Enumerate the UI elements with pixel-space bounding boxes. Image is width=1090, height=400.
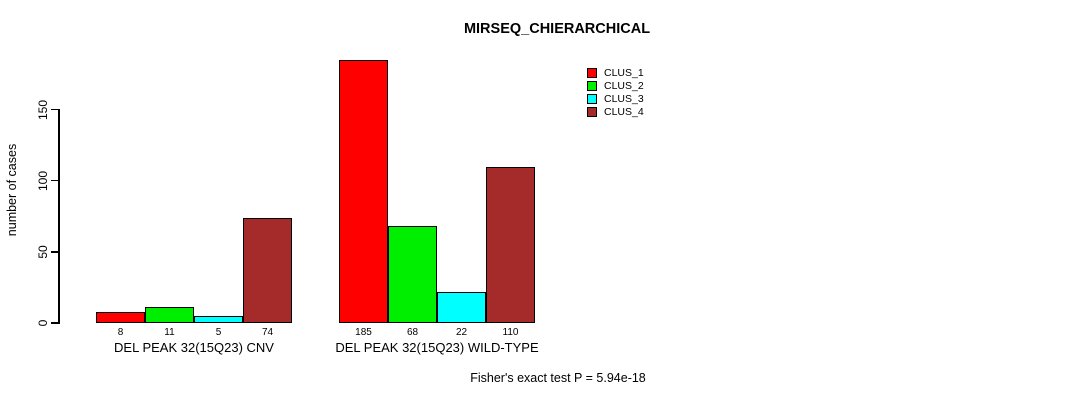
y-axis-label: number of cases: [5, 143, 19, 237]
bar-value-label: 110: [502, 327, 519, 338]
legend-label: CLUS_4: [604, 105, 644, 118]
legend-item-clus_2: CLUS_2: [587, 79, 644, 92]
bar-clus_4-group2: [486, 167, 535, 323]
legend-label: CLUS_3: [604, 92, 644, 105]
y-tick-mark: [51, 108, 58, 111]
bar-value-label: 11: [164, 327, 175, 338]
legend-item-clus_1: CLUS_1: [587, 66, 644, 79]
legend-item-clus_3: CLUS_3: [587, 92, 644, 105]
bar-clus_2-group1: [145, 307, 194, 323]
y-tick-mark: [51, 251, 58, 253]
x-category-label: DEL PEAK 32(15Q23) WILD-TYPE: [335, 340, 539, 355]
legend-item-clus_4: CLUS_4: [587, 105, 644, 118]
bar-value-label: 68: [406, 327, 419, 338]
bar-clus_2-group2: [388, 226, 437, 323]
legend-swatch-icon: [587, 93, 597, 104]
bar-value-label: 8: [117, 327, 124, 338]
bar-clus_4-group1: [243, 218, 292, 323]
y-tick-mark: [51, 179, 58, 182]
y-tick-mark: [51, 322, 58, 324]
fisher-test-footnote: Fisher's exact test P = 5.94e-18: [470, 371, 646, 385]
x-category-label: DEL PEAK 32(15Q23) CNV: [114, 340, 274, 355]
bar-clus_3-group2: [437, 292, 486, 323]
chart-title: MIRSEQ_CHIERARCHICAL: [463, 21, 651, 37]
y-tick-label: 150: [36, 99, 50, 120]
legend-swatch-icon: [587, 106, 597, 117]
bar-clus_1-group2: [339, 60, 388, 323]
y-axis-line: [58, 108, 60, 324]
bar-value-label: 185: [355, 327, 372, 338]
legend-label: CLUS_2: [604, 79, 644, 92]
legend-swatch-icon: [587, 67, 597, 78]
bar-value-label: 5: [215, 327, 222, 338]
bar-value-label: 74: [261, 327, 274, 338]
bar-clus_3-group1: [194, 316, 243, 323]
y-tick-label: 0: [36, 319, 50, 327]
y-tick-label: 50: [36, 245, 50, 259]
bar-value-label: 22: [455, 327, 468, 338]
legend-swatch-icon: [587, 80, 597, 91]
legend: CLUS_1 CLUS_2 CLUS_3 CLUS_4: [587, 66, 644, 118]
y-tick-label: 100: [36, 170, 50, 191]
bar-clus_1-group1: [96, 312, 145, 323]
legend-label: CLUS_1: [604, 66, 644, 79]
